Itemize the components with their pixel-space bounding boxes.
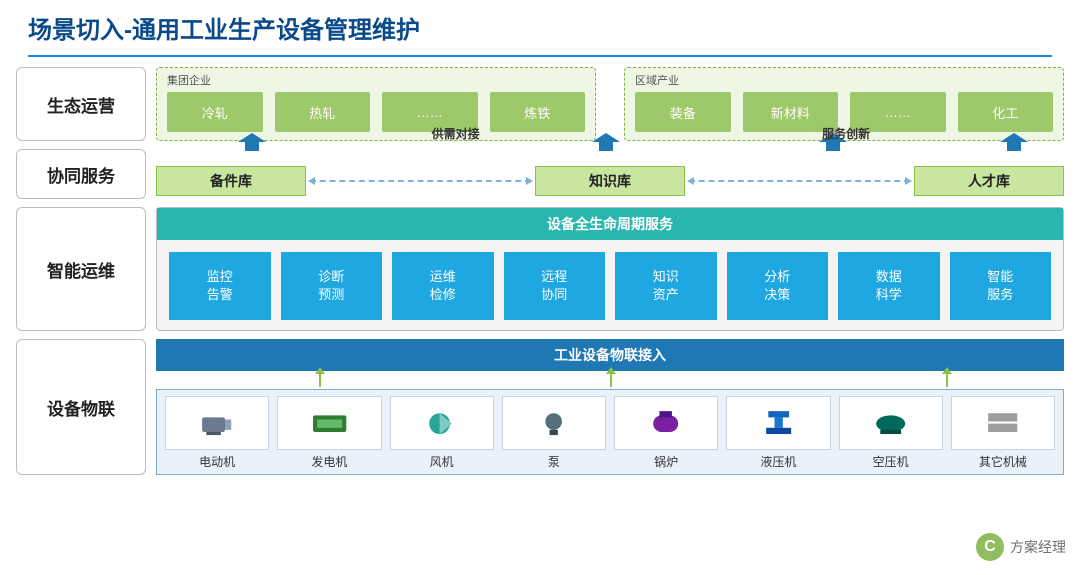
device-card: 电动机 — [165, 396, 269, 470]
eco-item: 热轧 — [275, 92, 371, 132]
ops-item: 智能 服务 — [950, 252, 1052, 320]
eco-group-title: 区域产业 — [635, 72, 1053, 88]
eco-group: 集团企业冷轧热轧……炼铁 — [156, 67, 596, 141]
row-iot: 设备物联 工业设备物联接入 电动机发电机风机泵锅炉液压机空压机其它机械 — [16, 339, 1064, 475]
collab-box: 人才库 — [914, 166, 1064, 196]
device-card: 液压机 — [726, 396, 830, 470]
device-image-icon — [277, 396, 381, 450]
ops-item: 运维 检修 — [392, 252, 494, 320]
device-image-icon — [839, 396, 943, 450]
eco-item: 冷轧 — [167, 92, 263, 132]
page-title: 场景切入-通用工业生产设备管理维护 — [28, 10, 1052, 45]
collab-box: 知识库 — [535, 166, 685, 196]
device-card: 空压机 — [839, 396, 943, 470]
row-content-iot: 工业设备物联接入 电动机发电机风机泵锅炉液压机空压机其它机械 — [156, 339, 1064, 475]
row-content-ecology: 集团企业冷轧热轧……炼铁区域产业装备新材料……化工 — [156, 67, 1064, 141]
device-card: 泵 — [502, 396, 606, 470]
device-label: 锅炉 — [654, 453, 678, 470]
ops-header: 设备全生命周期服务 — [157, 208, 1063, 240]
device-label: 电动机 — [199, 453, 235, 470]
collab-box: 备件库 — [156, 166, 306, 196]
ops-item: 数据 科学 — [838, 252, 940, 320]
device-card: 锅炉 — [614, 396, 718, 470]
row-content-ops: 设备全生命周期服务 监控 告警诊断 预测运维 检修远程 协同知识 资产分析 决策… — [156, 207, 1064, 331]
row-ecology: 生态运营 集团企业冷轧热轧……炼铁区域产业装备新材料……化工 — [16, 67, 1064, 141]
collab-inline-label: 供需对接 — [432, 125, 480, 142]
device-image-icon — [165, 396, 269, 450]
device-label: 泵 — [548, 453, 560, 470]
watermark: C 方案经理 — [976, 533, 1066, 561]
diagram-grid: 生态运营 集团企业冷轧热轧……炼铁区域产业装备新材料……化工 协同服务 供需对接… — [0, 67, 1080, 475]
wechat-icon: C — [976, 533, 1004, 561]
device-card: 其它机械 — [951, 396, 1055, 470]
eco-item: 化工 — [958, 92, 1054, 132]
up-arrow-icon — [238, 133, 266, 151]
device-card: 风机 — [390, 396, 494, 470]
ops-item: 知识 资产 — [615, 252, 717, 320]
green-up-arrow-icon — [946, 373, 948, 387]
row-label-iot: 设备物联 — [16, 339, 146, 475]
device-image-icon — [614, 396, 718, 450]
row-collab: 协同服务 供需对接服务创新 备件库知识库人才库 — [16, 149, 1064, 199]
green-up-arrow-icon — [319, 373, 321, 387]
collab-inline-label: 服务创新 — [822, 125, 870, 142]
row-label-ecology: 生态运营 — [16, 67, 146, 141]
row-ops: 智能运维 设备全生命周期服务 监控 告警诊断 预测运维 检修远程 协同知识 资产… — [16, 207, 1064, 331]
dashed-connector — [689, 180, 910, 182]
ops-item: 分析 决策 — [727, 252, 829, 320]
device-card: 发电机 — [277, 396, 381, 470]
device-image-icon — [502, 396, 606, 450]
up-arrow-icon — [1000, 133, 1028, 151]
title-bar: 场景切入-通用工业生产设备管理维护 — [0, 0, 1080, 51]
ops-item: 诊断 预测 — [281, 252, 383, 320]
row-label-collab: 协同服务 — [16, 149, 146, 199]
device-label: 其它机械 — [979, 453, 1027, 470]
green-up-arrow-icon — [610, 373, 612, 387]
title-underline — [28, 55, 1052, 57]
device-label: 发电机 — [311, 453, 347, 470]
ops-item: 远程 协同 — [504, 252, 606, 320]
dashed-connector — [310, 180, 531, 182]
device-label: 空压机 — [873, 453, 909, 470]
device-image-icon — [390, 396, 494, 450]
device-image-icon — [951, 396, 1055, 450]
row-content-collab: 供需对接服务创新 备件库知识库人才库 — [156, 149, 1064, 199]
eco-group-title: 集团企业 — [167, 72, 585, 88]
eco-item: 装备 — [635, 92, 731, 132]
eco-item: 炼铁 — [490, 92, 586, 132]
row-label-ops: 智能运维 — [16, 207, 146, 331]
ops-item: 监控 告警 — [169, 252, 271, 320]
watermark-text: 方案经理 — [1010, 537, 1066, 557]
up-arrow-icon — [592, 133, 620, 151]
device-label: 风机 — [430, 453, 454, 470]
device-image-icon — [726, 396, 830, 450]
device-label: 液压机 — [760, 453, 796, 470]
